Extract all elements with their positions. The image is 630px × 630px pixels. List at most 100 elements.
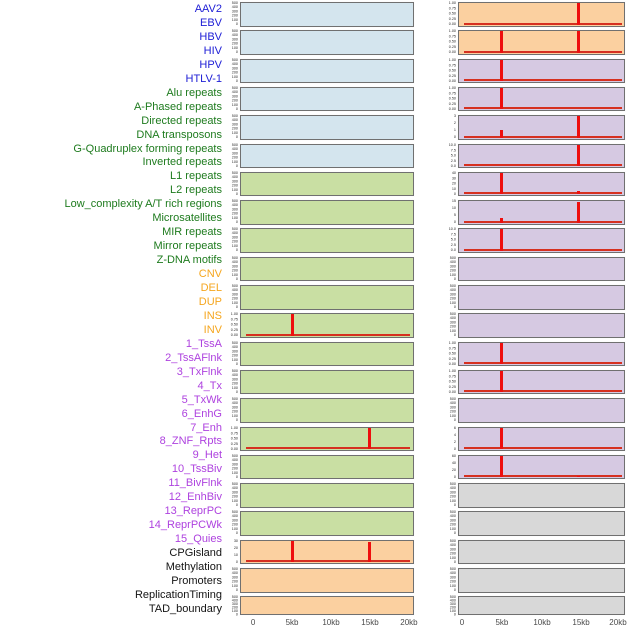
y-tick-label: 2.5 <box>450 242 456 248</box>
y-tick-label: 0.00 <box>448 21 456 26</box>
y-tick-label: 0 <box>453 134 456 140</box>
y-tick-label: 500 <box>449 255 456 260</box>
y-axis-ticks: 500 400 300 200 100 0 <box>202 171 238 196</box>
y-tick-label: 0.00 <box>448 49 456 55</box>
y-axis-ticks-inner: 6 4 2 0 <box>420 425 456 450</box>
y-tick-label: 1.00 <box>448 0 456 5</box>
baseline-line <box>246 333 411 336</box>
spike-bar <box>499 31 503 53</box>
y-tick-label: 0.50 <box>448 67 456 73</box>
y-axis-ticks: 500 400 300 200 100 0 <box>202 227 238 252</box>
baseline-line <box>463 220 622 223</box>
spike-bar <box>577 144 581 166</box>
y-tick-label: 200 <box>231 579 238 584</box>
y-tick-label: 200 <box>231 296 238 301</box>
y-tick-label: 30 <box>233 538 238 543</box>
y-tick-label: 100 <box>449 583 456 588</box>
y-tick-label: 400 <box>449 514 456 519</box>
y-tick-label: 0.75 <box>230 430 238 435</box>
y-tick-label: 200 <box>449 267 456 273</box>
y-axis-ticks: 500 400 300 200 100 0 <box>420 510 456 535</box>
y-tick-label: 0.50 <box>448 39 456 44</box>
y-tick-label: 200 <box>231 211 238 216</box>
y-axis-ticks: 500 400 300 200 100 0 <box>202 340 238 365</box>
y-tick-label: 300 <box>231 122 238 127</box>
y-tick-label: 0 <box>235 78 238 83</box>
feature-panel <box>458 454 625 480</box>
y-tick-label: 200 <box>449 494 456 499</box>
y-tick-label: 100 <box>449 328 456 334</box>
y-tick-label: 200 <box>449 409 456 414</box>
y-tick-label: 0 <box>453 417 456 423</box>
feature-panel <box>458 200 625 225</box>
feature-label: Promoters <box>171 574 222 587</box>
y-tick-label: 500 <box>449 481 456 487</box>
y-tick-label: 200 <box>231 409 238 414</box>
feature-label: 7_Enh <box>190 421 222 434</box>
feature-panel <box>458 143 625 168</box>
y-tick-label: 200 <box>231 605 238 610</box>
y-tick-label: 0 <box>235 276 238 281</box>
y-tick-label: 200 <box>231 522 238 527</box>
y-tick-label: 400 <box>231 457 238 462</box>
y-tick-label: 300 <box>231 263 238 269</box>
y-axis-ticks-inner: 500 400 300 200 100 0 <box>420 567 456 592</box>
y-tick-label: 100 <box>231 130 238 135</box>
y-axis-ticks-inner: 500 400 300 200 100 0 <box>420 312 456 337</box>
y-tick-label: 100 <box>449 300 456 305</box>
y-axis-ticks-inner: 500 400 300 200 100 0 <box>202 482 238 507</box>
y-tick-label: 40 <box>451 170 456 175</box>
spike-bar <box>290 314 294 336</box>
y-tick-label: 0 <box>453 304 456 309</box>
y-tick-label: 300 <box>231 405 238 410</box>
y-axis-ticks: 500 400 300 200 100 0 <box>202 482 238 507</box>
y-tick-label: 0.25 <box>448 72 456 78</box>
y-tick-label: 1.00 <box>448 85 456 90</box>
y-tick-label: 400 <box>449 598 456 603</box>
feature-panel <box>458 483 625 508</box>
y-tick-label: 0 <box>453 191 456 196</box>
y-axis-ticks-inner: 500 400 300 200 100 0 <box>202 227 238 252</box>
baseline-line <box>463 362 622 365</box>
y-tick-label: 0 <box>453 587 456 592</box>
y-tick-label: 300 <box>231 574 238 580</box>
feature-panel <box>240 483 414 508</box>
feature-panel <box>240 86 414 112</box>
y-axis-ticks: 1.00 0.75 0.50 0.25 0.00 <box>202 425 238 450</box>
y-tick-label: 100 <box>231 498 238 503</box>
y-axis-ticks: 500 400 300 200 100 0 <box>202 397 238 422</box>
y-tick-label: 300 <box>231 37 238 42</box>
feature-panel <box>240 398 414 423</box>
x-tick-label: 0 <box>250 618 256 627</box>
y-axis-ticks-inner: 500 400 300 200 100 0 <box>420 397 456 422</box>
feature-label: L1 repeats <box>170 170 222 183</box>
y-axis-ticks: 500 400 300 200 100 0 <box>420 397 456 422</box>
y-tick-label: 500 <box>231 198 238 204</box>
spike-bar <box>290 540 294 563</box>
x-tick-label: 15kb <box>361 618 379 627</box>
y-tick-label: 0.50 <box>448 95 456 101</box>
feature-panel <box>240 369 414 395</box>
y-tick-label: 300 <box>231 489 238 495</box>
y-tick-label: 500 <box>231 340 238 345</box>
y-tick-label: 0.25 <box>448 101 456 106</box>
y-tick-label: 0 <box>235 389 238 394</box>
y-tick-label: 100 <box>231 583 238 588</box>
y-axis-ticks: 500 400 300 200 100 0 <box>202 510 238 535</box>
y-tick-label: 0 <box>235 502 238 508</box>
y-tick-label: 300 <box>231 291 238 297</box>
feature-panel <box>458 596 625 616</box>
x-tick-label: 10kb <box>533 618 551 627</box>
y-axis-ticks-inner: 1.00 0.75 0.50 0.25 0.00 <box>420 29 456 54</box>
feature-panel <box>458 2 625 27</box>
y-tick-label: 400 <box>231 202 238 208</box>
y-tick-label: 0.0 <box>450 163 456 168</box>
y-tick-label: 500 <box>231 57 238 62</box>
feature-panel <box>458 171 625 197</box>
feature-panel <box>458 398 625 423</box>
y-tick-label: 400 <box>449 570 456 576</box>
y-axis-ticks-inner: 1.00 0.75 0.50 0.25 0.00 <box>420 340 456 365</box>
y-tick-label: 60 <box>451 453 456 458</box>
feature-label: AAV2 <box>194 3 222 15</box>
y-tick-label: 100 <box>231 300 238 305</box>
